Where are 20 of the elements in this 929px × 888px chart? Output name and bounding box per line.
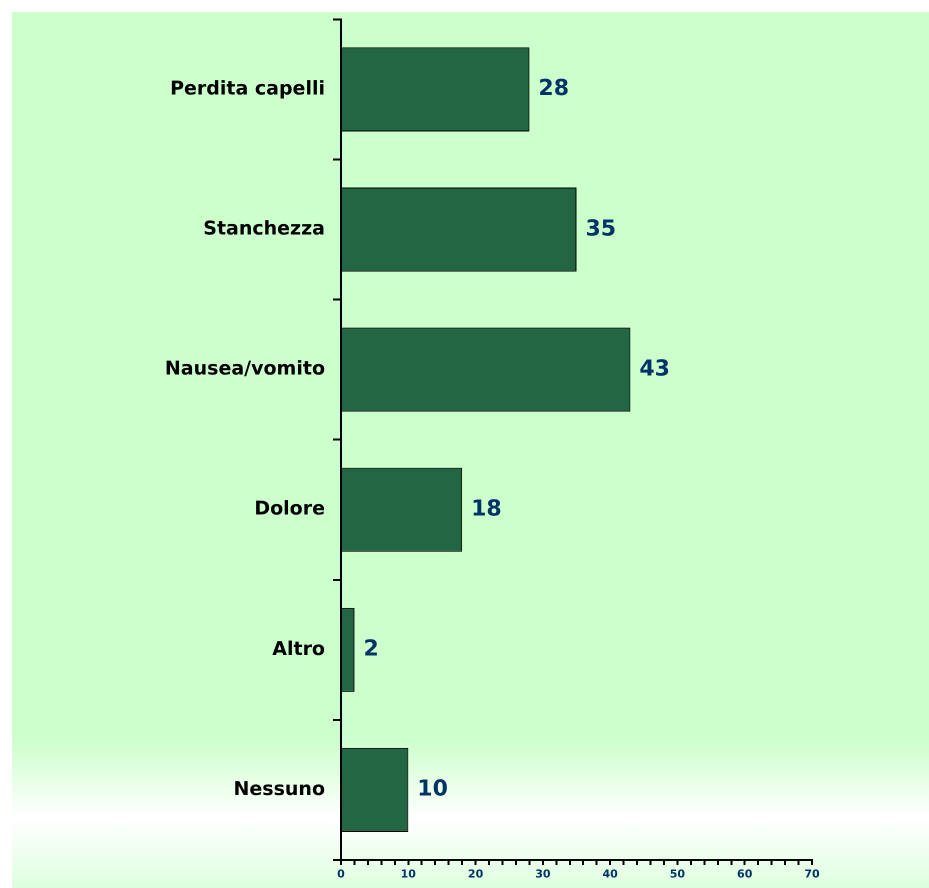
y-tick-label: Altro xyxy=(272,638,325,660)
x-tick-label: 70 xyxy=(804,867,820,880)
y-tick-label: Stanchezza xyxy=(203,217,325,240)
data-label: 10 xyxy=(417,776,448,802)
y-tick-label: Perdita capelli xyxy=(170,77,325,100)
data-label: 35 xyxy=(586,216,616,242)
x-tick-label: 10 xyxy=(400,867,416,880)
x-tick-label: 0 xyxy=(337,867,346,880)
data-label: 28 xyxy=(538,76,570,102)
data-label: 18 xyxy=(471,496,502,522)
data-label: 43 xyxy=(639,356,670,382)
x-tick-label: 20 xyxy=(468,867,484,880)
y-tick-label: Dolore xyxy=(254,498,325,520)
x-tick-label: 60 xyxy=(737,867,753,880)
x-tick-label: 40 xyxy=(602,867,618,880)
data-label: 2 xyxy=(363,636,379,662)
y-tick-label: Nessuno xyxy=(233,778,325,800)
y-tick-label: Nausea/vomito xyxy=(164,358,325,380)
x-tick-label: 30 xyxy=(535,867,551,880)
x-tick-label: 50 xyxy=(670,867,686,880)
